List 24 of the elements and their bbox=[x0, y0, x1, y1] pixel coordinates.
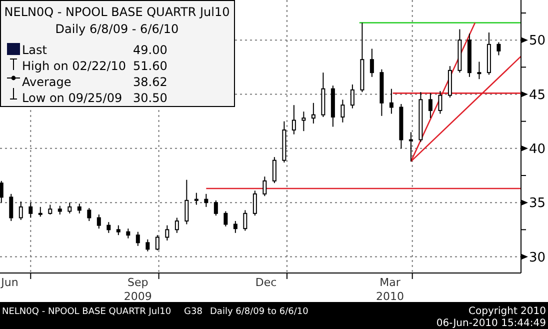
annotation: Average bbox=[22, 75, 72, 89]
text: G38 bbox=[184, 307, 203, 317]
y-tick-label: 50 bbox=[529, 34, 546, 49]
annotation: 49.00 bbox=[133, 43, 168, 57]
annotation: Last bbox=[22, 43, 48, 57]
y-tick-label: 45 bbox=[529, 88, 546, 103]
x-tick-label: Jun bbox=[0, 276, 18, 289]
text: NELN0Q - NPOOL BASE QUARTR Jul10 bbox=[2, 307, 172, 317]
annotation: High on 02/22/10 bbox=[22, 59, 126, 73]
y-tick-label: 30 bbox=[529, 250, 546, 266]
x-tick-label: Dec bbox=[255, 276, 277, 289]
annotation: 51.60 bbox=[133, 59, 168, 73]
annotation: Low on 09/25/09 bbox=[22, 91, 122, 105]
x-tick-label: Mar 2010 bbox=[376, 276, 404, 303]
annotation: 30.50 bbox=[133, 91, 168, 105]
y-tick-label: 35 bbox=[529, 196, 546, 212]
chart-title: NELN0Q - NPOOL BASE QUARTR Jul10 bbox=[4, 5, 230, 19]
text: 06-Jun-2010 15:44:49 bbox=[436, 318, 546, 329]
x-tick-label: Sep 2009 bbox=[124, 276, 152, 303]
annotation: 38.62 bbox=[133, 75, 168, 89]
text: Daily 6/8/09 - 6/6/10 bbox=[55, 22, 179, 36]
text: Copyright 2010 bbox=[468, 306, 546, 317]
y-tick-label: 40 bbox=[529, 142, 546, 157]
text: Daily 6/8/09 to 6/6/10 bbox=[210, 307, 309, 317]
